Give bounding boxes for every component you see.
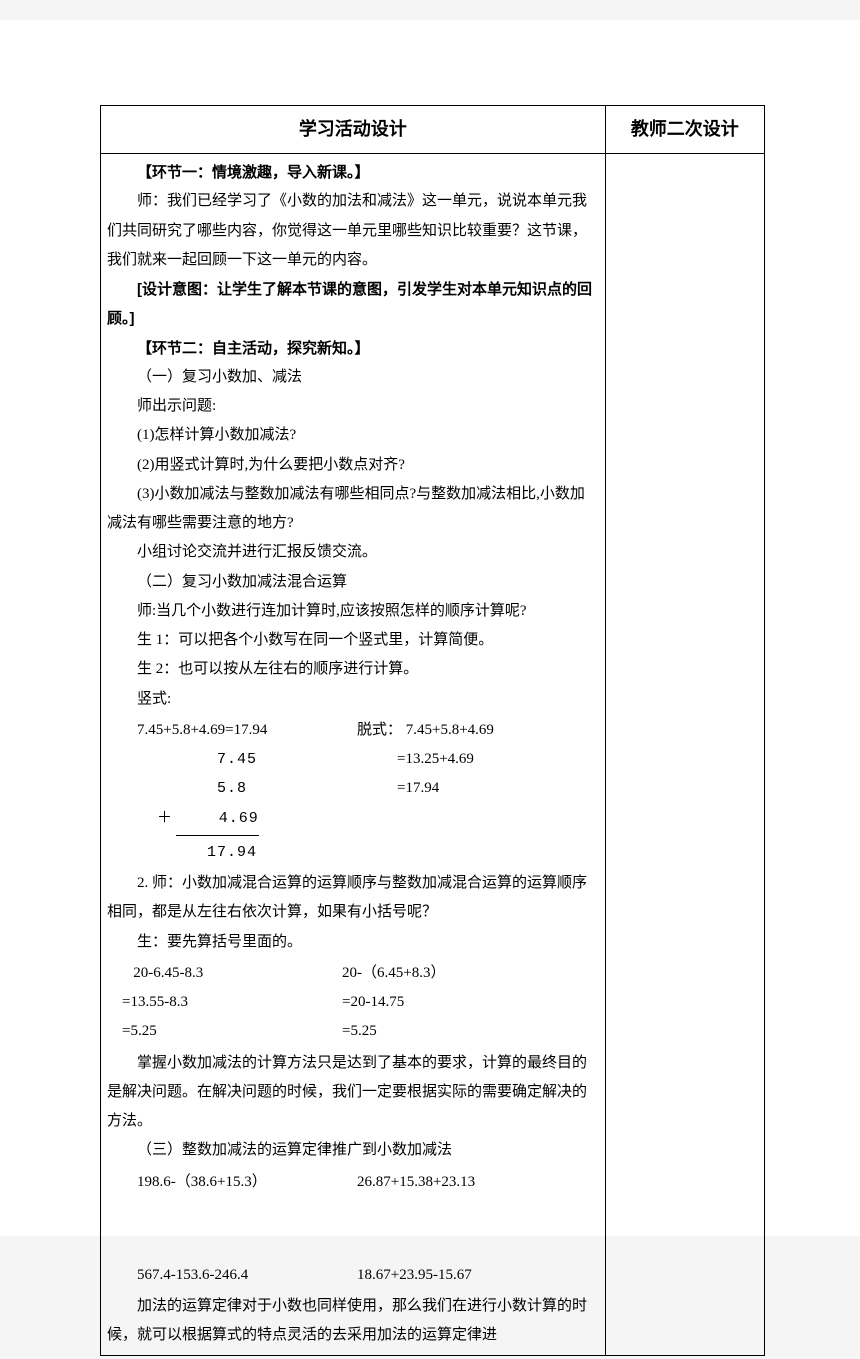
calc-block-3: 198.6-（38.6+15.3） 26.87+15.38+23.13 (137, 1168, 599, 1197)
student1-answer: 生 1：可以把各个小数写在同一个竖式里，计算简便。 (107, 626, 599, 655)
header-activity-design: 学习活动设计 (101, 106, 606, 154)
calc2-a3: =5.25 (122, 1017, 342, 1046)
calc4-a: 567.4-153.6-246.4 (137, 1261, 357, 1290)
mastery-paragraph: 掌握小数加减法的计算方法只是达到了基本的要求，计算的最终目的是解决问题。在解决问… (107, 1049, 599, 1137)
calc-block-4: 567.4-153.6-246.4 18.67+23.95-15.67 (137, 1261, 599, 1290)
calc1-offstyle-line3: =17.94 (357, 774, 599, 803)
calc4-b: 18.67+23.95-15.67 (357, 1261, 599, 1290)
section1-design-intent: [设计意图：让学生了解本节课的意图，引发学生对本单元知识点的回顾。] (107, 275, 599, 334)
vertical-label: 竖式: (107, 685, 599, 714)
section2-sub3: （三）整数加减法的运算定律推广到小数加减法 (107, 1136, 599, 1165)
point2-text: 师：小数加减混合运算的运算顺序与整数加减混合运算的运算顺序相同，都是从左往右依次… (107, 875, 587, 920)
calc1-vert-1: 7.45 (187, 745, 257, 774)
calc2-b3: =5.25 (342, 1017, 599, 1046)
student-bracket: 生：要先算括号里面的。 (107, 928, 599, 957)
lesson-table: 学习活动设计 教师二次设计 【环节一：情境激趣，导入新课。】 师：我们已经学习了… (100, 105, 765, 1356)
group-discuss: 小组讨论交流并进行汇报反馈交流。 (107, 538, 599, 567)
calc3-b: 26.87+15.38+23.13 (357, 1168, 599, 1197)
calc2-a1: 20-6.45-8.3 (122, 959, 342, 988)
section2-sub1: （一）复习小数加、减法 (107, 363, 599, 392)
calc1-offstyle-line2: =13.25+4.69 (357, 745, 599, 774)
calc1-vert-2: 5.8 (187, 774, 257, 803)
calc-block-1: 7.45+5.8+4.69=17.94 脱式： 7.45+5.8+4.69 7.… (137, 716, 599, 867)
calc1-vert-sum: 17.94 (177, 838, 257, 867)
calc2-b1: 20-（6.45+8.3） (342, 959, 599, 988)
calc1-equation: 7.45+5.8+4.69=17.94 (137, 716, 357, 745)
student2-answer: 生 2：也可以按从左往右的顺序进行计算。 (107, 655, 599, 684)
section1-title: 【环节一：情境激趣，导入新课。】 (107, 158, 599, 187)
section1-teacher-intro: 师：我们已经学习了《小数的加法和减法》这一单元，说说本单元我们共同研究了哪些内容… (107, 187, 599, 275)
question-1: (1)怎样计算小数加减法? (107, 421, 599, 450)
teacher-redesign-cell (605, 154, 764, 1356)
calc1-offstyle-line1: 7.45+5.8+4.69 (406, 722, 494, 738)
calc2-a2: =13.55-8.3 (122, 988, 342, 1017)
calc1-plus: ＋ (157, 810, 172, 826)
point2-teacher: 2. 师：小数加减混合运算的运算顺序与整数加减混合运算的运算顺序相同，都是从左往… (107, 869, 599, 928)
section2-sub2: （二）复习小数加减法混合运算 (107, 568, 599, 597)
header-teacher-redesign: 教师二次设计 (605, 106, 764, 154)
section2-show-question: 师出示问题: (107, 392, 599, 421)
calc2-b2: =20-14.75 (342, 988, 599, 1017)
section2-title: 【环节二：自主活动，探究新知。】 (107, 334, 599, 363)
question-3: (3)小数加减法与整数加减法有哪些相同点?与整数加减法相比,小数加减法有哪些需要… (107, 480, 599, 539)
header-row: 学习活动设计 教师二次设计 (101, 106, 765, 154)
document-page: 学习活动设计 教师二次设计 【环节一：情境激趣，导入新课。】 师：我们已经学习了… (0, 20, 860, 1236)
laws-paragraph: 加法的运算定律对于小数也同样使用，那么我们在进行小数计算的时候，就可以根据算式的… (107, 1292, 599, 1351)
blank-gap (107, 1199, 599, 1259)
calc1-offstyle-label: 脱式： (357, 722, 402, 738)
activity-content-cell: 【环节一：情境激趣，导入新课。】 师：我们已经学习了《小数的加法和减法》这一单元… (101, 154, 606, 1356)
calc3-a: 198.6-（38.6+15.3） (137, 1168, 357, 1197)
point2-num: 2. (137, 875, 148, 891)
calc-block-2: 20-6.45-8.3 20-（6.45+8.3） =13.55-8.3 =20… (122, 959, 599, 1047)
calc1-vert-3: 4.69 (176, 804, 259, 833)
question-2: (2)用竖式计算时,为什么要把小数点对齐? (107, 451, 599, 480)
teacher-ask-order: 师:当几个小数进行连加计算时,应该按照怎样的顺序计算呢? (107, 597, 599, 626)
calc1-rule-line (176, 835, 259, 836)
content-row: 【环节一：情境激趣，导入新课。】 师：我们已经学习了《小数的加法和减法》这一单元… (101, 154, 765, 1356)
